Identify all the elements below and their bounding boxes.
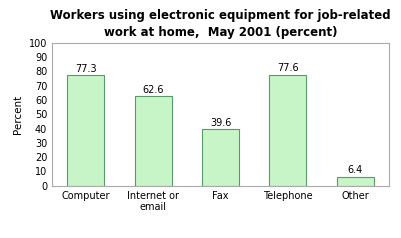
Text: 6.4: 6.4 [348, 165, 363, 175]
Bar [67, 75, 104, 186]
Bar [337, 177, 374, 186]
Text: 39.6: 39.6 [210, 118, 231, 128]
Bar [135, 96, 172, 186]
Text: 77.3: 77.3 [75, 64, 97, 74]
Bar [269, 75, 306, 186]
Text: 62.6: 62.6 [142, 85, 164, 95]
Text: 77.6: 77.6 [277, 63, 299, 73]
Y-axis label: Percent: Percent [13, 95, 23, 134]
Title: Workers using electronic equipment for job-related
work at home,  May 2001 (perc: Workers using electronic equipment for j… [50, 9, 391, 39]
Bar [202, 129, 239, 186]
